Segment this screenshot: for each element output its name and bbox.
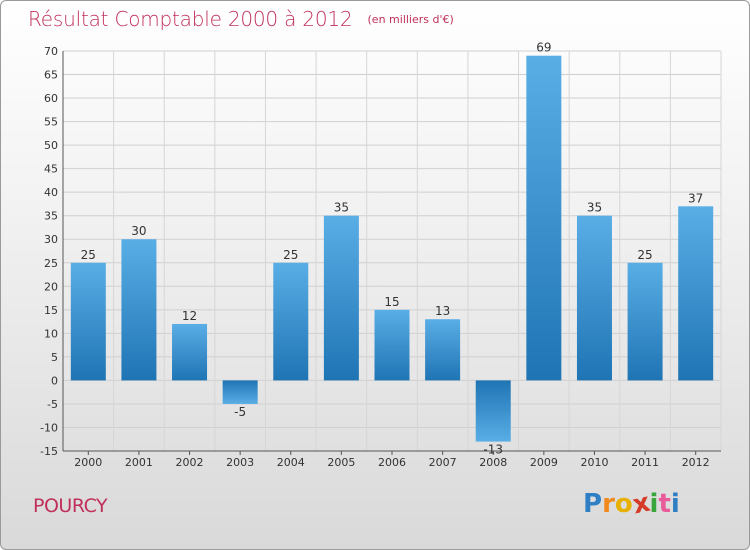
y-tick-label: 5 bbox=[51, 351, 58, 364]
logo-letter: t bbox=[658, 489, 671, 519]
data-label: -13 bbox=[483, 443, 503, 457]
data-label: 25 bbox=[637, 248, 652, 262]
data-label: 30 bbox=[131, 224, 146, 238]
data-label: 13 bbox=[435, 304, 450, 318]
y-tick-label: 70 bbox=[44, 45, 58, 58]
bar bbox=[374, 309, 410, 381]
bar bbox=[172, 323, 208, 381]
bar bbox=[70, 262, 106, 381]
y-tick-label: -5 bbox=[47, 398, 58, 411]
bar bbox=[323, 215, 359, 381]
proxiti-logo[interactable]: Proxiti bbox=[583, 488, 680, 521]
x-tick-label: 2012 bbox=[682, 456, 710, 469]
grid-lines bbox=[62, 50, 722, 452]
y-tick-label: 0 bbox=[51, 374, 58, 387]
logo-letter: o bbox=[614, 489, 633, 519]
y-tick-label: 45 bbox=[44, 163, 58, 176]
x-tick-label: 2007 bbox=[429, 456, 457, 469]
bar bbox=[425, 319, 461, 381]
bar bbox=[678, 206, 714, 381]
bar bbox=[273, 262, 309, 381]
x-tick-label: 2006 bbox=[378, 456, 406, 469]
x-tick-label: 2001 bbox=[125, 456, 153, 469]
chart-title: Résultat Comptable 2000 à 2012 bbox=[28, 7, 353, 31]
axes: -15 -10 -5 0 5 10 15 20 25 30 35 40 45 50 55 60 65 70 2000… bbox=[40, 45, 721, 469]
data-label: 69 bbox=[536, 41, 551, 55]
y-tick-label: 50 bbox=[44, 139, 58, 152]
labels: 25 30 12 -5 25 35 15 13 -13 69 35 25 37 bbox=[81, 41, 704, 457]
data-label: 15 bbox=[384, 295, 399, 309]
y-tick-label: 15 bbox=[44, 304, 58, 317]
bar bbox=[526, 55, 562, 381]
y-tick-label: 10 bbox=[44, 327, 58, 340]
x-tick-label: 2003 bbox=[226, 456, 254, 469]
x-tick-label: 2000 bbox=[74, 456, 102, 469]
logo-letter: r bbox=[602, 489, 615, 519]
bar bbox=[576, 215, 612, 381]
y-tick-label: 40 bbox=[44, 186, 58, 199]
y-tick-label: 60 bbox=[44, 92, 58, 105]
data-label: -5 bbox=[234, 405, 246, 419]
data-label: 35 bbox=[334, 201, 349, 215]
x-tick-label: 2009 bbox=[530, 456, 558, 469]
data-label: 12 bbox=[182, 309, 197, 323]
chart-subtitle: (en milliers d'€) bbox=[367, 13, 454, 26]
y-tick-label: 25 bbox=[44, 257, 58, 270]
x-tick-label: 2011 bbox=[631, 456, 659, 469]
y-tick-label: 20 bbox=[44, 280, 58, 293]
data-label: 25 bbox=[81, 248, 96, 262]
y-tick-label: 55 bbox=[44, 116, 58, 129]
bars bbox=[70, 55, 714, 442]
x-tick-label: 2004 bbox=[277, 456, 305, 469]
x-tick-label: 2008 bbox=[479, 456, 507, 469]
data-label: 35 bbox=[587, 201, 602, 215]
x-tick-label: 2002 bbox=[176, 456, 204, 469]
data-label: 37 bbox=[688, 191, 703, 205]
bar bbox=[475, 380, 511, 442]
bar bbox=[121, 239, 157, 381]
bar bbox=[627, 262, 663, 381]
y-tick-label: 30 bbox=[44, 233, 58, 246]
data-label: 25 bbox=[283, 248, 298, 262]
x-tick-label: 2005 bbox=[327, 456, 355, 469]
title-row: Résultat Comptable 2000 à 2012 (en milli… bbox=[28, 7, 454, 31]
commune-name: POURCY bbox=[33, 495, 108, 517]
logo-letter: i bbox=[649, 489, 659, 519]
y-tick-label: 65 bbox=[44, 69, 58, 82]
y-tick-label: 35 bbox=[44, 210, 58, 223]
logo-letter: i bbox=[670, 489, 680, 519]
y-tick-label: -10 bbox=[40, 421, 58, 434]
x-tick-label: 2010 bbox=[580, 456, 608, 469]
logo-letter: P bbox=[583, 489, 603, 519]
bar bbox=[222, 380, 258, 404]
y-tick-label: -15 bbox=[40, 445, 58, 458]
